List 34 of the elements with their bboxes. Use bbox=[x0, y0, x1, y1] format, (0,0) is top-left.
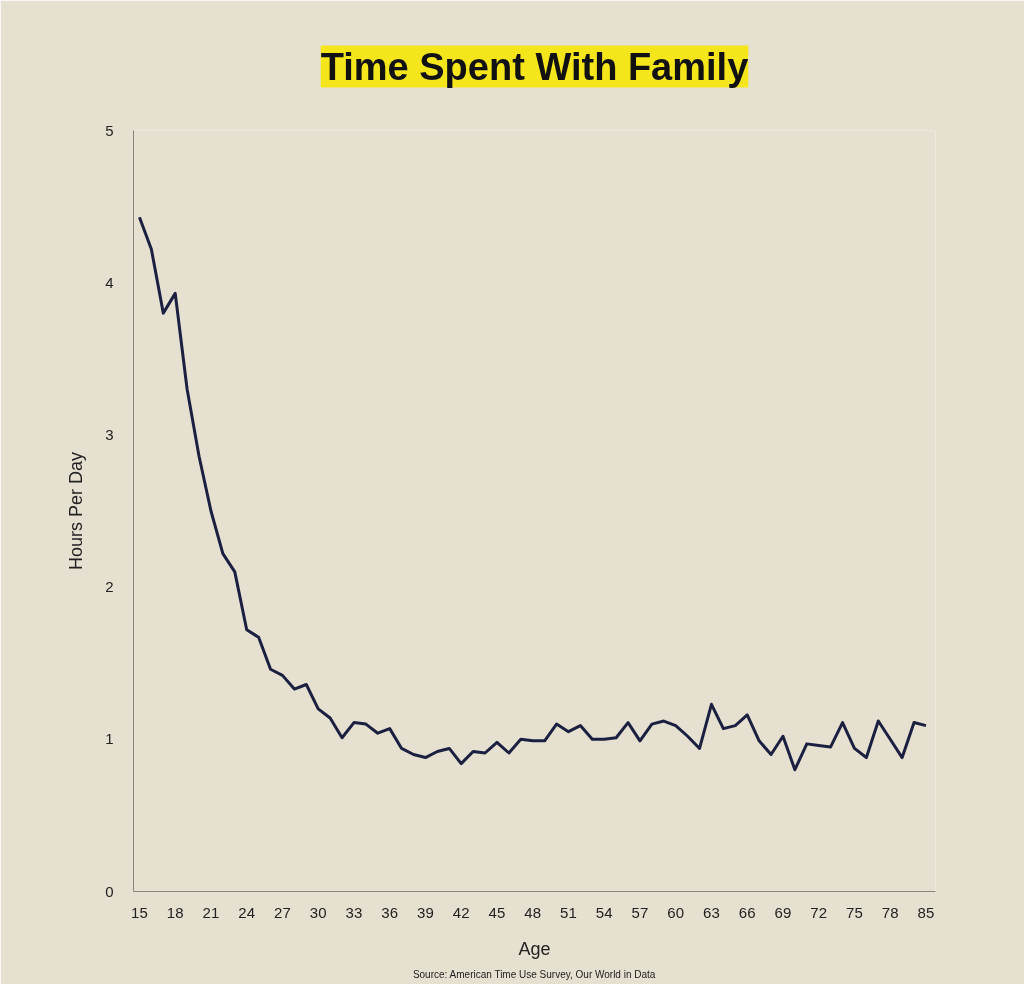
x-tick-label: 66 bbox=[738, 903, 756, 921]
y-tick-label: 4 bbox=[105, 273, 114, 291]
line-series bbox=[137, 215, 928, 772]
x-tick-label: 78 bbox=[881, 903, 899, 921]
x-tick-label: 75 bbox=[846, 903, 863, 921]
x-tick-label: 57 bbox=[631, 903, 649, 921]
x-tick-label: 48 bbox=[524, 903, 542, 921]
x-tick-label: 51 bbox=[560, 903, 577, 921]
x-tick-label: 72 bbox=[810, 903, 828, 921]
x-tick-label: 85 bbox=[917, 903, 935, 921]
y-tick-label: 2 bbox=[105, 578, 114, 596]
source-note: Source: American Time Use Survey, Our World in Data bbox=[412, 968, 656, 980]
y-axis-title: Hours Per Day bbox=[66, 451, 87, 571]
y-tick-label: 3 bbox=[105, 425, 114, 443]
x-tick-label: 42 bbox=[452, 903, 470, 921]
x-tick-label: 69 bbox=[774, 903, 792, 921]
x-tick-label: 27 bbox=[274, 903, 291, 921]
x-tick-label: 54 bbox=[595, 903, 613, 921]
x-tick-label: 21 bbox=[202, 903, 220, 921]
x-tick-label: 15 bbox=[131, 903, 148, 921]
x-axis-title: Age bbox=[518, 938, 551, 959]
x-tick-label: 39 bbox=[417, 903, 434, 921]
y-tick-label: 1 bbox=[105, 730, 114, 748]
x-tick-label: 36 bbox=[381, 903, 399, 921]
chart-title: Time Spent With Family bbox=[320, 45, 749, 88]
x-tick-label: 30 bbox=[309, 903, 327, 921]
x-tick-label: 24 bbox=[238, 903, 256, 921]
x-tick-label: 33 bbox=[345, 903, 363, 921]
x-tick-label: 63 bbox=[703, 903, 720, 921]
x-tick-label: 18 bbox=[166, 903, 184, 921]
x-tick-label: 60 bbox=[667, 903, 685, 921]
x-tick-label: 45 bbox=[488, 903, 506, 921]
y-tick-label: 0 bbox=[105, 882, 114, 900]
y-tick-label: 5 bbox=[105, 121, 114, 139]
